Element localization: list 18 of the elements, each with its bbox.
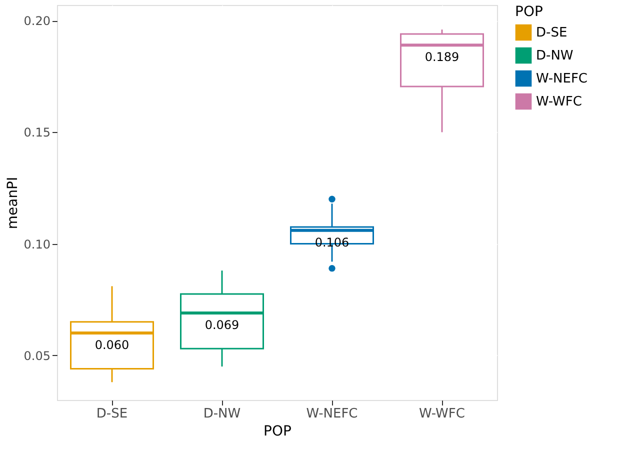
x-tick-label: W-WFC [419,406,465,422]
legend-label: D-NW [536,48,574,64]
y-tick-label: 0.05 [24,348,50,363]
x-axis-title: POP [264,424,292,440]
x-tick-label: D-NW [203,406,241,422]
text: 0.069 [204,318,240,332]
legend-label: W-NEFC [536,72,588,86]
legend-label: D-SE [536,26,568,40]
y-tick-label: 0.10 [24,237,50,252]
legend-label: W-WFC [536,94,582,110]
x-tick-label: D-SE [96,406,128,422]
legend-title: POP [515,4,543,20]
y-axis-title: meanPI [4,176,21,230]
y-tick-label: 0.20 [24,14,50,28]
y-tick-label: 0.15 [24,126,50,140]
text: 0.189 [424,50,460,64]
text: 0.060 [94,338,130,352]
x-tick-label: W-NEFC [306,406,358,422]
